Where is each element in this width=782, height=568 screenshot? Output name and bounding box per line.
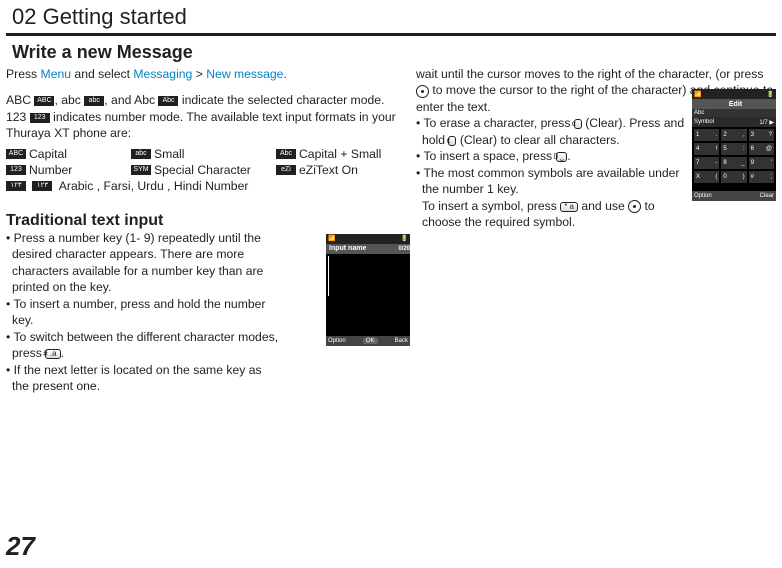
symbol-key: 0)	[721, 171, 746, 183]
arabic2-icon: ١٢٣	[32, 181, 52, 191]
new-message-link: New message	[206, 67, 283, 81]
battery-icon: 🔋	[767, 91, 774, 98]
text: .	[61, 346, 64, 360]
arabic1-icon: ۱۲۳	[6, 181, 26, 191]
label: Small	[154, 146, 184, 162]
sym-icon: SYM	[131, 165, 151, 175]
chapter-heading: 02 Getting started	[6, 0, 776, 35]
symbol-key: 6@	[749, 143, 774, 155]
star-key-icon: * a	[560, 202, 578, 212]
abc-upper-icon: ABC	[34, 96, 54, 106]
mode-label: Abc	[694, 110, 704, 116]
input-name-screenshot: 📶 🔋 Input name 0/20 Option OK Back	[326, 234, 410, 346]
list-item: To switch between the different characte…	[6, 329, 281, 362]
zero-key-icon: 0 ⎵	[556, 152, 568, 162]
counter: 0/20	[398, 246, 410, 252]
list-item: Press a number key (1- 9) repeatedly unt…	[6, 230, 281, 296]
softkey-left: Option	[694, 193, 712, 199]
symbol-key: 7-	[694, 157, 719, 169]
traditional-heading: Traditional text input	[6, 212, 406, 230]
softkey-left: Option	[328, 338, 346, 344]
capital-icon: ABC	[6, 149, 26, 159]
symbol-key: 3?	[749, 129, 774, 141]
symbol-key: 8_	[721, 157, 746, 169]
mode-grid: ABCCapital abcSmall AbcCapital + Small 1…	[6, 146, 406, 194]
label: Arabic , Farsi, Urdu , Hindi Number	[59, 178, 249, 194]
hash-key-icon: # .a	[45, 349, 60, 359]
text: and select	[71, 67, 133, 81]
list-item: To insert a space, press 0 ⎵.	[416, 148, 694, 164]
text: indicates number mode. The available tex…	[6, 110, 396, 140]
screen-title: Edit	[729, 101, 742, 108]
abc-lower-icon: abc	[84, 96, 104, 106]
label: eZiText On	[299, 162, 358, 178]
right-bullet-list: To erase a character, press c (Clear). P…	[416, 115, 694, 230]
small-icon: abc	[131, 149, 151, 159]
abc-mixed-icon: Abc	[158, 96, 178, 106]
capsmall-icon: Abc	[276, 149, 296, 159]
clear-key-icon: c	[574, 119, 582, 129]
symbol-key: 4!	[694, 143, 719, 155]
text: , and Abc	[104, 93, 158, 107]
signal-icon: 📶	[694, 91, 701, 98]
screen-title: Input name	[329, 245, 366, 252]
symbol-key: 9'	[749, 157, 774, 169]
softkey-right: Clear	[760, 193, 774, 199]
page-number: 27	[6, 531, 35, 562]
label: Number	[29, 162, 72, 178]
text: To erase a character, press	[423, 116, 573, 130]
signal-icon: 📶	[328, 235, 335, 242]
list-item: To insert a number, press and hold the n…	[6, 296, 281, 329]
battery-icon: 🔋	[401, 235, 408, 242]
text: >	[192, 67, 206, 81]
left-bullet-list: Press a number key (1- 9) repeatedly unt…	[6, 230, 281, 395]
text: To insert a space, press	[423, 149, 555, 163]
symbol-grid: 1.2,3? 4!5:6@ 7-8_9' X(0)#;	[694, 129, 774, 183]
text: .	[567, 149, 570, 163]
symbol-key: X(	[694, 171, 719, 183]
cursor-icon	[328, 256, 329, 296]
symbol-label: Symbol	[694, 119, 714, 125]
list-item: The most common symbols are available un…	[416, 165, 694, 231]
page-indicator: 1/7 ▶	[759, 119, 774, 126]
symbol-key: #;	[749, 171, 774, 183]
press-line: Press Menu and select Messaging > New me…	[6, 66, 406, 82]
softkey-right: Back	[395, 338, 408, 344]
abc-paragraph: ABC ABC, abc abc, and Abc Abc indicate t…	[6, 92, 406, 141]
symbol-screenshot: 📶 🔋 Edit Abc Symbol 1/7 ▶ 1.2,3? 4!5:6@ 7-8_…	[692, 89, 776, 197]
nav-key-icon	[416, 85, 429, 98]
text: .	[283, 67, 286, 81]
text: and use	[578, 199, 628, 213]
num-icon: 123	[6, 165, 26, 175]
list-item: To erase a character, press c (Clear). P…	[416, 115, 694, 148]
messaging-link: Messaging	[133, 67, 192, 81]
label: Capital	[29, 146, 67, 162]
text: , abc	[54, 93, 84, 107]
label: Capital + Small	[299, 146, 381, 162]
menu-link: Menu	[41, 67, 72, 81]
symbol-key: 1.	[694, 129, 719, 141]
section-title: Write a new Message	[6, 35, 776, 63]
softkey-mid: OK	[363, 338, 378, 344]
text: Press	[6, 67, 41, 81]
number-mode-icon: 123	[30, 113, 50, 123]
symbol-key: 5:	[721, 143, 746, 155]
text: (Clear) to clear all characters.	[456, 133, 619, 147]
label: Special Character	[154, 162, 251, 178]
text: The most common symbols are available un…	[422, 166, 680, 196]
text: wait until the cursor moves to the right…	[416, 67, 764, 81]
text: ABC	[6, 93, 34, 107]
ezi-icon: eZi	[276, 165, 296, 175]
nav-key-icon	[628, 200, 641, 213]
symbol-key: 2,	[721, 129, 746, 141]
text: To insert a symbol, press	[422, 199, 560, 213]
list-item: If the next letter is located on the sam…	[6, 362, 281, 395]
